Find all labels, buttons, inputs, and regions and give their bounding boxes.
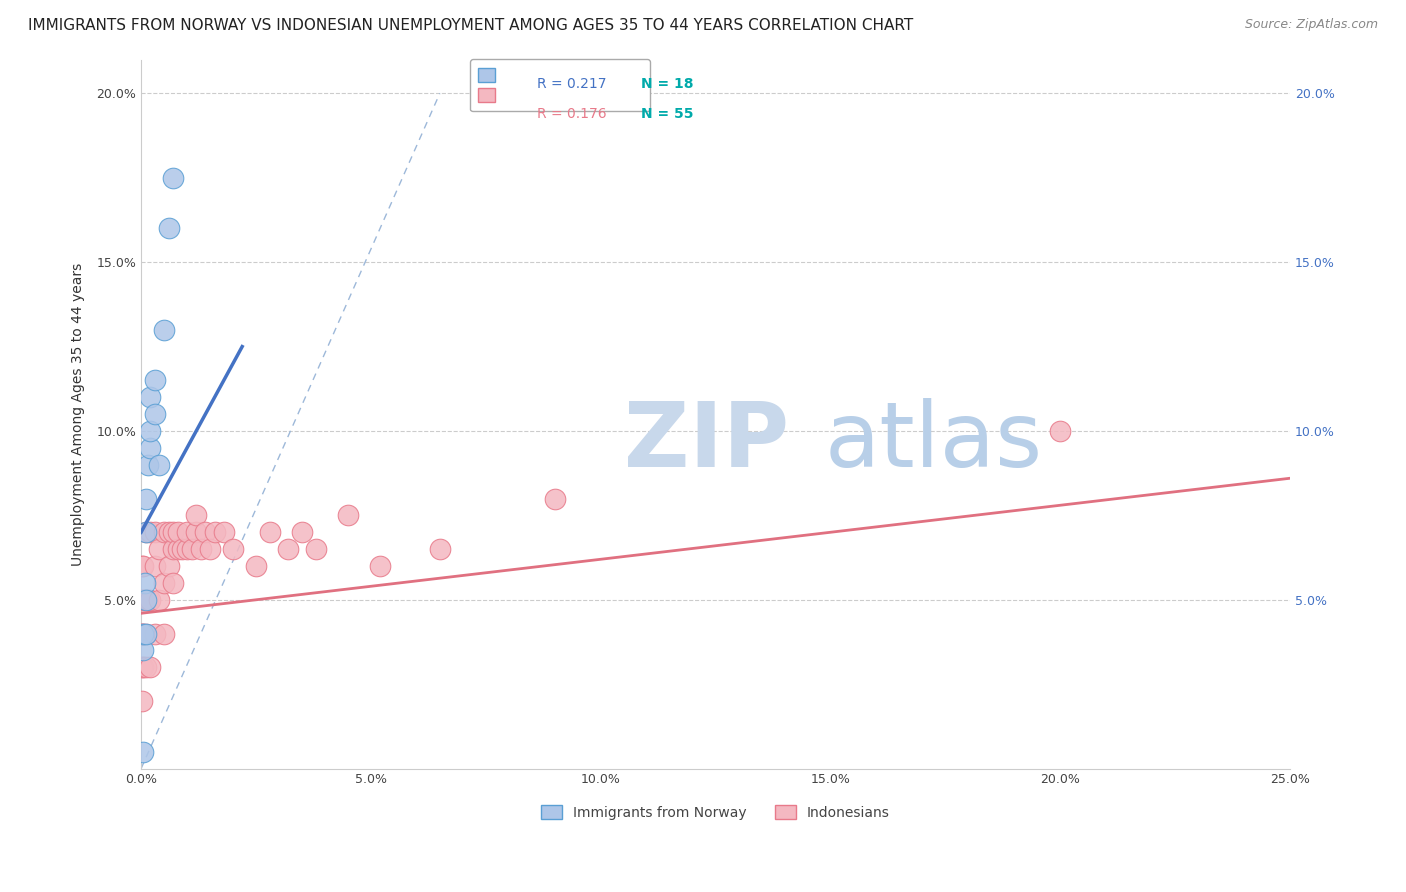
Point: [136, 458, 159, 472]
Point: [132, 643, 155, 657]
Point: [148, 542, 170, 557]
Point: [429, 542, 451, 557]
Point: [135, 626, 157, 640]
Point: [162, 525, 184, 540]
Point: [176, 525, 198, 540]
Point: [143, 407, 166, 421]
Point: [190, 542, 212, 557]
Point: [180, 542, 202, 557]
Point: [291, 525, 314, 540]
Point: [194, 525, 217, 540]
Point: [132, 745, 155, 759]
Point: [305, 542, 328, 557]
Point: [544, 491, 567, 506]
Point: [134, 575, 156, 590]
Point: [135, 592, 157, 607]
Point: [135, 660, 157, 674]
Point: [1049, 424, 1071, 438]
Point: [135, 626, 157, 640]
Point: [153, 323, 176, 337]
Point: [259, 525, 281, 540]
Point: [139, 390, 162, 404]
Text: Source: ZipAtlas.com: Source: ZipAtlas.com: [1244, 18, 1378, 31]
Point: [176, 542, 198, 557]
Text: N = 55: N = 55: [641, 107, 693, 121]
Point: [143, 373, 166, 387]
Text: atlas: atlas: [825, 399, 1043, 486]
Point: [245, 559, 267, 574]
Point: [131, 626, 153, 640]
Point: [153, 626, 176, 640]
Point: [131, 694, 153, 708]
Point: [277, 542, 299, 557]
Point: [212, 525, 235, 540]
Point: [135, 525, 157, 540]
Point: [139, 525, 162, 540]
Point: [153, 575, 176, 590]
Point: [157, 559, 180, 574]
Point: [135, 592, 157, 607]
Point: [368, 559, 391, 574]
Point: [162, 170, 184, 185]
Point: [131, 559, 153, 574]
Point: [166, 525, 188, 540]
Point: [139, 441, 162, 455]
Point: [132, 626, 155, 640]
Text: IMMIGRANTS FROM NORWAY VS INDONESIAN UNEMPLOYMENT AMONG AGES 35 TO 44 YEARS CORR: IMMIGRANTS FROM NORWAY VS INDONESIAN UNE…: [28, 18, 914, 33]
Point: [132, 660, 155, 674]
Point: [143, 559, 166, 574]
Point: [157, 525, 180, 540]
Point: [186, 508, 208, 523]
Point: [153, 525, 176, 540]
Point: [132, 592, 155, 607]
Point: [162, 575, 184, 590]
Point: [135, 525, 157, 540]
Point: [136, 592, 159, 607]
Point: [131, 660, 153, 674]
Point: [143, 525, 166, 540]
Point: [135, 491, 157, 506]
Point: [143, 626, 166, 640]
Point: [132, 559, 155, 574]
Point: [204, 525, 226, 540]
Text: ZIP: ZIP: [624, 399, 789, 486]
Point: [166, 542, 188, 557]
Y-axis label: Unemployment Among Ages 35 to 44 years: Unemployment Among Ages 35 to 44 years: [72, 262, 86, 566]
Text: N = 18: N = 18: [641, 78, 693, 91]
Point: [172, 542, 194, 557]
Point: [131, 626, 153, 640]
Legend: Immigrants from Norway, Indonesians: Immigrants from Norway, Indonesians: [536, 799, 896, 825]
Point: [336, 508, 359, 523]
Point: [148, 592, 170, 607]
Text: R = 0.217: R = 0.217: [537, 78, 607, 91]
Point: [157, 221, 180, 235]
Point: [222, 542, 245, 557]
Point: [132, 626, 155, 640]
Point: [139, 592, 162, 607]
Text: R = 0.176: R = 0.176: [537, 107, 607, 121]
Point: [186, 525, 208, 540]
Point: [162, 542, 184, 557]
Point: [139, 660, 162, 674]
Point: [148, 458, 170, 472]
Point: [131, 592, 153, 607]
Point: [198, 542, 221, 557]
Point: [139, 424, 162, 438]
